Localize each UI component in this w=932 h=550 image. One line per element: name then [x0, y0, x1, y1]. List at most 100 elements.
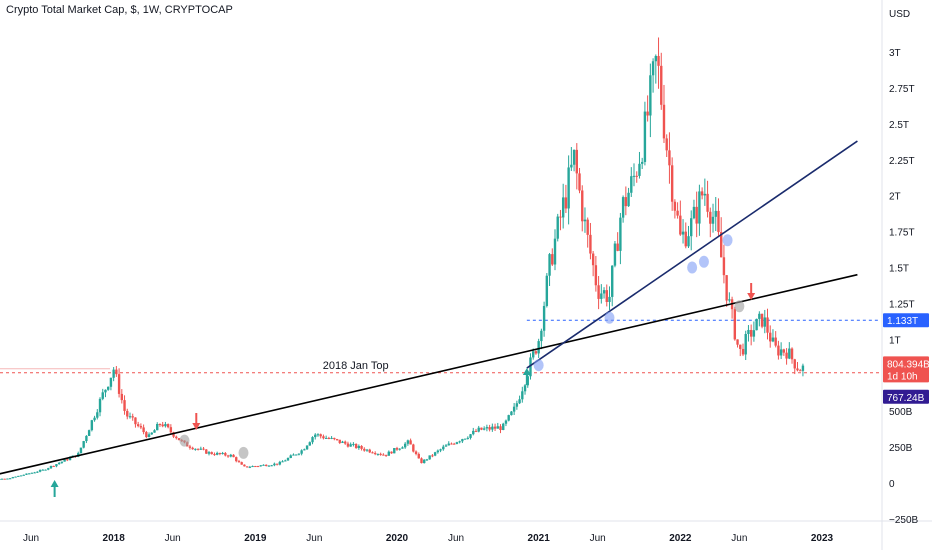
candle-body [589, 234, 592, 254]
candle-body [221, 453, 224, 455]
candle-body [567, 167, 570, 209]
price-tag-countdown: 1d 10h [887, 371, 918, 382]
candle-body [365, 449, 369, 451]
candle-body [660, 65, 663, 105]
candle-body [512, 406, 516, 412]
candle-body [485, 427, 489, 429]
candle-body [210, 452, 213, 455]
candle-body [52, 465, 55, 467]
candle-body [101, 392, 104, 399]
candle-body [698, 191, 701, 224]
candle-body [755, 318, 758, 331]
candle-body [433, 452, 437, 456]
candle-body [537, 341, 540, 354]
candle-body [447, 443, 450, 446]
candle-body [346, 443, 350, 447]
candle-body [673, 201, 677, 211]
up-arrow [50, 480, 59, 497]
x-tick-label: 2021 [528, 533, 551, 544]
candle-body [668, 150, 671, 166]
x-tick-label: 2023 [811, 533, 834, 544]
candle-body [769, 332, 772, 342]
candle-body [545, 275, 549, 306]
candle-body [801, 365, 805, 371]
candle-body [112, 369, 115, 378]
candle-body [3, 478, 6, 480]
x-tick-label: 2018 [103, 533, 126, 544]
x-tick-label: Jun [165, 533, 181, 544]
candle-body [409, 440, 412, 445]
candle-body [300, 450, 303, 454]
candle-body [224, 453, 227, 456]
candle-body [690, 218, 693, 237]
candle-body [583, 219, 587, 222]
candle-body [93, 417, 96, 421]
candle-body [229, 454, 232, 457]
down-arrow [747, 283, 756, 300]
candle-body [333, 437, 336, 440]
2021 support trendline [526, 140, 858, 369]
currency-label: USD [889, 9, 910, 20]
candle-body [561, 197, 565, 218]
y-tick-label: 1.25T [889, 299, 915, 310]
candle-body [215, 452, 219, 455]
candle-body [235, 457, 238, 462]
candle-body [594, 265, 598, 286]
candle-body [237, 461, 241, 463]
candle-body [267, 465, 271, 467]
candle-body [657, 55, 660, 66]
candle-body [354, 443, 358, 449]
candle-body [403, 443, 407, 448]
candle-body [676, 210, 679, 216]
candle-body [390, 451, 393, 454]
x-tick-label: Jun [590, 533, 606, 544]
candle-body [117, 374, 121, 394]
candle-body [613, 243, 617, 266]
candle-body [679, 215, 682, 235]
candle-body [357, 445, 361, 449]
candle-body [202, 448, 205, 450]
candle-body [763, 317, 766, 327]
candle-body [270, 465, 273, 467]
candle-body [232, 454, 235, 458]
candle-body [627, 192, 630, 207]
candle-body [303, 449, 306, 451]
candle-body [156, 423, 159, 431]
candle-body [482, 428, 486, 430]
candle-body [262, 464, 265, 466]
candle-body [747, 329, 750, 334]
annotation-label: 2018 Jan Top [323, 360, 389, 372]
candle-body [499, 426, 502, 431]
candle-body [687, 236, 690, 247]
candle-body [166, 424, 170, 428]
y-tick-label: 2.25T [889, 156, 915, 167]
candle-body [551, 254, 554, 265]
candle-body [605, 290, 608, 302]
candle-body [480, 427, 483, 430]
candle-body [782, 349, 786, 353]
candle-body [41, 469, 45, 471]
touch-marker [734, 300, 745, 313]
candle-body [115, 369, 118, 375]
candle-body [578, 173, 581, 191]
touch-marker [722, 234, 733, 247]
candle-body [733, 309, 737, 340]
candle-body [275, 463, 279, 465]
candle-body [523, 385, 527, 392]
candle-body [22, 474, 25, 476]
candle-body [335, 439, 339, 441]
candle-body [60, 461, 64, 463]
candle-body [616, 243, 619, 251]
y-tick-label: 500B [889, 407, 913, 418]
candle-body [349, 444, 352, 447]
candle-body [319, 434, 322, 437]
candle-body [106, 386, 110, 390]
candle-body [30, 472, 34, 474]
chart-title: Crypto Total Market Cap, $, 1W, CRYPTOCA… [6, 4, 233, 16]
candle-body [196, 448, 200, 450]
candle-body [586, 219, 589, 235]
x-tick-label: Jun [23, 533, 39, 544]
candle-body [790, 348, 794, 360]
